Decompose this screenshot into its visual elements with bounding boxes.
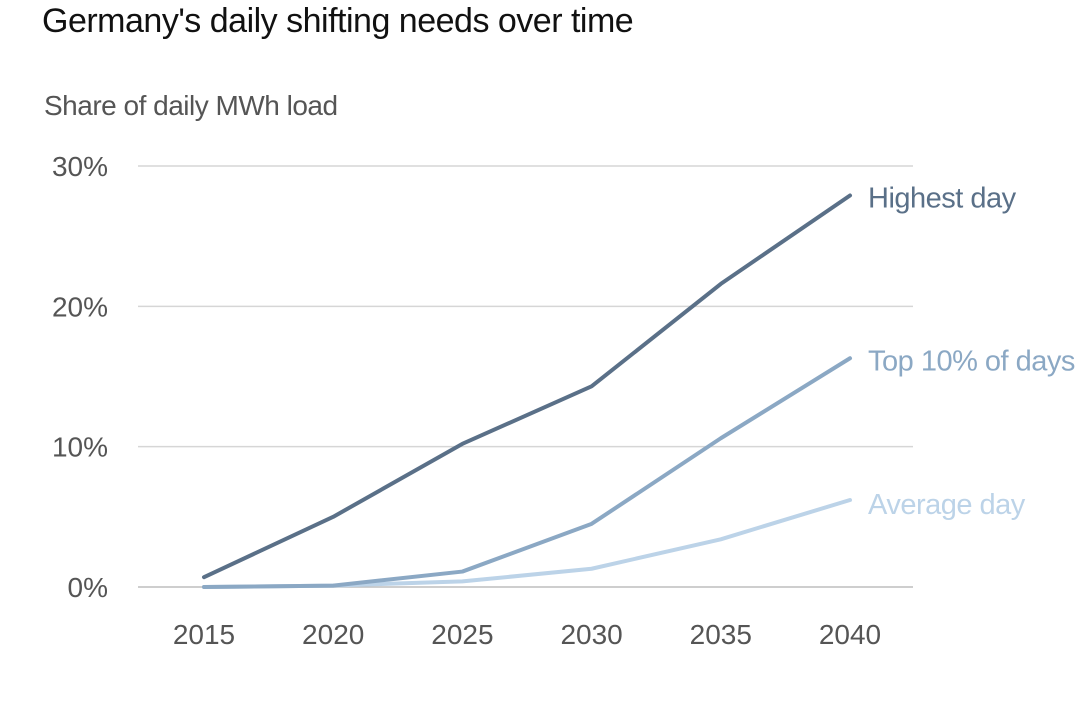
series-label: Average day (868, 489, 1026, 521)
y-tick-label: 10% (52, 432, 108, 463)
x-tick-label: 2030 (560, 619, 622, 650)
series-label: Top 10% of days (868, 345, 1075, 377)
x-axis-ticks: 2015 2020 2025 2030 2035 2040 (173, 619, 881, 650)
x-tick-label: 2015 (173, 619, 235, 650)
x-tick-label: 2040 (819, 619, 881, 650)
series-line (202, 356, 852, 589)
series-lines (202, 193, 852, 589)
y-tick-label: 20% (52, 291, 108, 322)
y-axis-ticks: 0% 10% 20% 30% (52, 151, 108, 603)
series-label: Highest day (868, 182, 1017, 214)
y-tick-label: 0% (68, 572, 108, 603)
x-tick-label: 2020 (302, 619, 364, 650)
gridlines (138, 165, 913, 588)
series-line (202, 193, 852, 580)
series-labels: Highest day Top 10% of days Average day (868, 182, 1075, 521)
x-tick-label: 2025 (431, 619, 493, 650)
series-line (202, 497, 852, 589)
y-axis-label: Share of daily MWh load (44, 90, 338, 121)
y-tick-label: 30% (52, 151, 108, 182)
chart-title: Germany's daily shifting needs over time (42, 2, 634, 40)
x-tick-label: 2035 (690, 619, 752, 650)
